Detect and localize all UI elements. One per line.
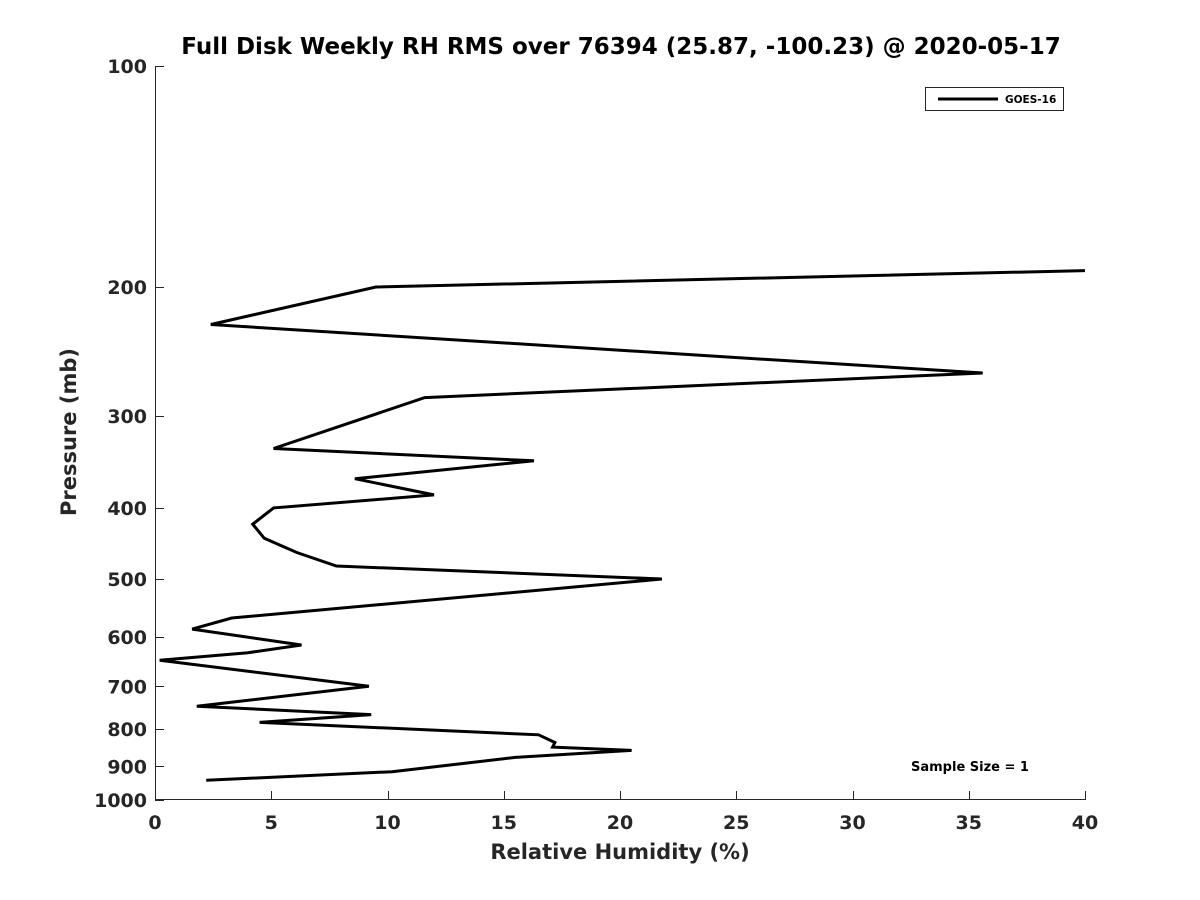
y-tick-label: 800 (107, 719, 147, 741)
x-tick-label: 15 (491, 812, 517, 834)
y-tick-label: 400 (107, 498, 147, 520)
x-axis-label: Relative Humidity (%) (490, 840, 749, 864)
y-ticks: 100 200 300 400 500 600 700 800 900 1000 (94, 56, 164, 812)
x-tick-label: 0 (148, 812, 161, 834)
x-tick-label: 20 (607, 812, 633, 834)
x-tick-label: 40 (1072, 812, 1098, 834)
plot-area: 0 5 10 15 20 25 30 35 40 100 200 300 400 500 600 700 80… (94, 56, 1098, 834)
y-tick-label: 100 (107, 56, 147, 78)
chart-title: Full Disk Weekly RH RMS over 76394 (25.8… (181, 34, 1060, 60)
y-tick-label: 600 (107, 627, 147, 649)
x-tick-label: 30 (839, 812, 865, 834)
x-tick-label: 10 (374, 812, 400, 834)
x-tick-label: 25 (723, 812, 749, 834)
sample-size-annotation: Sample Size = 1 (911, 760, 1029, 775)
legend-label: GOES-16 (1005, 94, 1056, 106)
legend: GOES-16 (925, 87, 1064, 111)
y-tick-label: 200 (107, 277, 147, 299)
y-axis-label: Pressure (mb) (57, 348, 81, 516)
y-tick-label: 900 (107, 756, 147, 778)
y-tick-label: 1000 (94, 790, 147, 812)
x-tick-label: 35 (956, 812, 982, 834)
series-line (159, 269, 1086, 782)
x-tick-label: 5 (265, 812, 278, 834)
y-tick-label: 500 (107, 569, 147, 591)
series-group (159, 269, 1086, 782)
y-tick-label: 700 (107, 676, 147, 698)
y-tick-label: 300 (107, 406, 147, 428)
x-ticks: 0 5 10 15 20 25 30 35 40 (148, 791, 1098, 834)
